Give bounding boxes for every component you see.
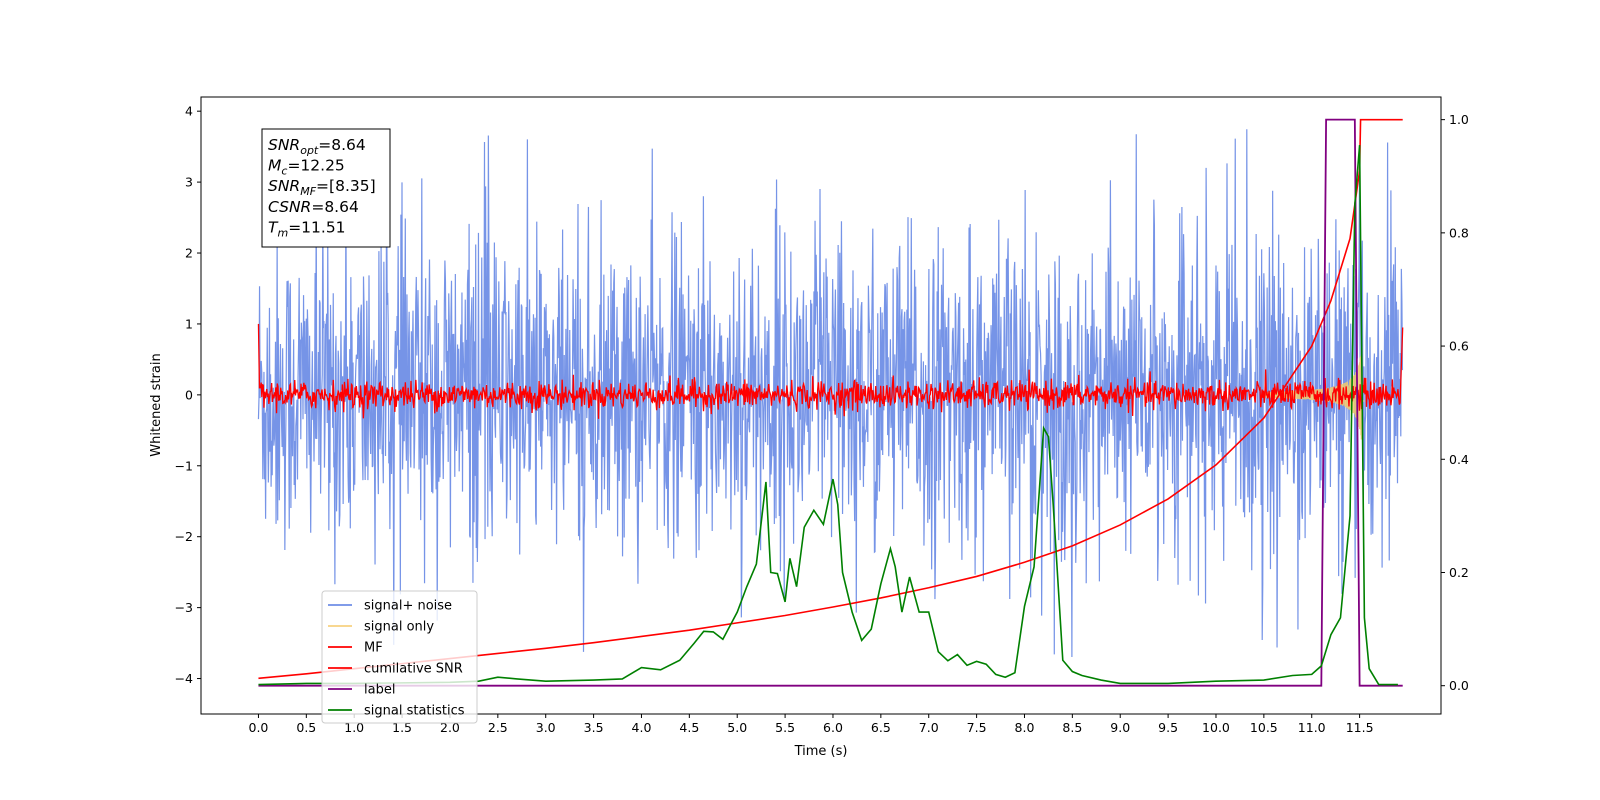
annotation-value: =11.51	[288, 218, 345, 236]
annotation-subscript: MF	[300, 185, 316, 198]
y-tick-label: −3	[175, 600, 193, 615]
annotation-line: SNRopt=8.64	[268, 136, 366, 157]
x-tick-label: 4.0	[632, 720, 652, 735]
x-tick-label: 2.5	[488, 720, 508, 735]
y2-tick-label: 1.0	[1449, 112, 1469, 127]
annotation-line: Tm=11.51	[268, 218, 346, 239]
annotation-line: CSNR=8.64	[268, 198, 359, 216]
x-tick-label: 1.0	[344, 720, 364, 735]
y2-tick-label: 0.2	[1449, 565, 1469, 580]
annotation-symbol: SNR	[268, 177, 300, 195]
x-tick-label: 4.5	[679, 720, 699, 735]
series-signal-noise-line	[257, 129, 1404, 657]
x-tick-label: 3.5	[584, 720, 604, 735]
annotation-symbol: SNR	[268, 136, 300, 154]
legend: signal+ noise signal only MF cumilative SNR…	[321, 590, 478, 724]
annotation-value: =8.64	[311, 198, 359, 216]
y2-tick-label: 0.0	[1449, 678, 1469, 693]
annotation-symbol: CSNR	[268, 198, 311, 216]
x-tick-label: 6.5	[871, 720, 891, 735]
legend-label: signal statistics	[364, 704, 465, 719]
x-tick-label: 7.0	[919, 720, 939, 735]
annotation-subscript: m	[277, 226, 288, 239]
x-tick-label: 11.5	[1346, 720, 1374, 735]
x-tick-label: 1.5	[392, 720, 412, 735]
x-tick-label: 8.0	[1015, 720, 1035, 735]
annotation-value: =12.25	[287, 157, 344, 175]
x-tick-label: 5.5	[775, 720, 795, 735]
x-tick-label: 10.0	[1202, 720, 1230, 735]
x-tick-label: 3.0	[536, 720, 556, 735]
annotation-frame	[261, 128, 391, 248]
x-tick-label: 2.0	[440, 720, 460, 735]
annotation-line: Mc=12.25	[268, 157, 345, 178]
y-tick-label: 3	[185, 175, 193, 190]
annotation-value: =[8.35]	[316, 177, 376, 195]
x-tick-label: 8.5	[1062, 720, 1082, 735]
y2-tick-label: 0.8	[1449, 225, 1469, 240]
y-tick-label: 2	[185, 246, 193, 261]
legend-label: signal only	[364, 620, 434, 635]
series-label-line	[258, 118, 1403, 687]
axes-layer: 0.0 0.5 1.0 1.5 2.0 2.5 3.0 3.5 4.0 4.5 5.0 5.5 6.0 6…	[175, 104, 1469, 735]
x-tick-label: 0.5	[296, 720, 316, 735]
y-tick-label: −1	[175, 458, 193, 473]
x-tick-label: 5.0	[727, 720, 747, 735]
y-tick-label: 0	[185, 387, 193, 402]
y-tick-label: 4	[185, 104, 193, 119]
annotation-symbol: T	[268, 218, 279, 236]
legend-frame	[321, 590, 478, 724]
annotation-symbol: M	[268, 157, 281, 175]
y-tick-label: −2	[175, 529, 193, 544]
annotation-value: =8.64	[318, 136, 366, 154]
annotation-subscript: c	[281, 165, 287, 178]
x-tick-label: 9.0	[1110, 720, 1130, 735]
legend-label: MF	[364, 641, 383, 656]
y2-tick-label: 0.4	[1449, 452, 1469, 467]
annotation-line: SNRMF=[8.35]	[268, 177, 376, 198]
y-axis-label: Whitened strain	[149, 353, 164, 456]
y-tick-label: 1	[185, 316, 193, 331]
x-tick-label: 10.5	[1250, 720, 1278, 735]
x-axis-label: Time (s)	[794, 744, 848, 759]
x-tick-label: 0.0	[249, 720, 269, 735]
x-tick-label: 11.0	[1298, 720, 1326, 735]
annotation-box: SNRopt=8.64Mc=12.25SNRMF=[8.35]CSNR=8.64…	[261, 128, 391, 248]
legend-label: cumilative SNR	[364, 662, 463, 677]
x-tick-label: 6.0	[823, 720, 843, 735]
x-tick-label: 9.5	[1158, 720, 1178, 735]
y2-tick-label: 0.6	[1449, 339, 1469, 354]
plot-frame	[200, 96, 1442, 715]
series-mf-line	[257, 323, 1404, 419]
annotation-subscript: opt	[300, 144, 319, 157]
legend-label: signal+ noise	[364, 599, 452, 614]
x-tick-label: 7.5	[967, 720, 987, 735]
legend-label: label	[364, 683, 395, 698]
y-tick-label: −4	[175, 671, 193, 686]
